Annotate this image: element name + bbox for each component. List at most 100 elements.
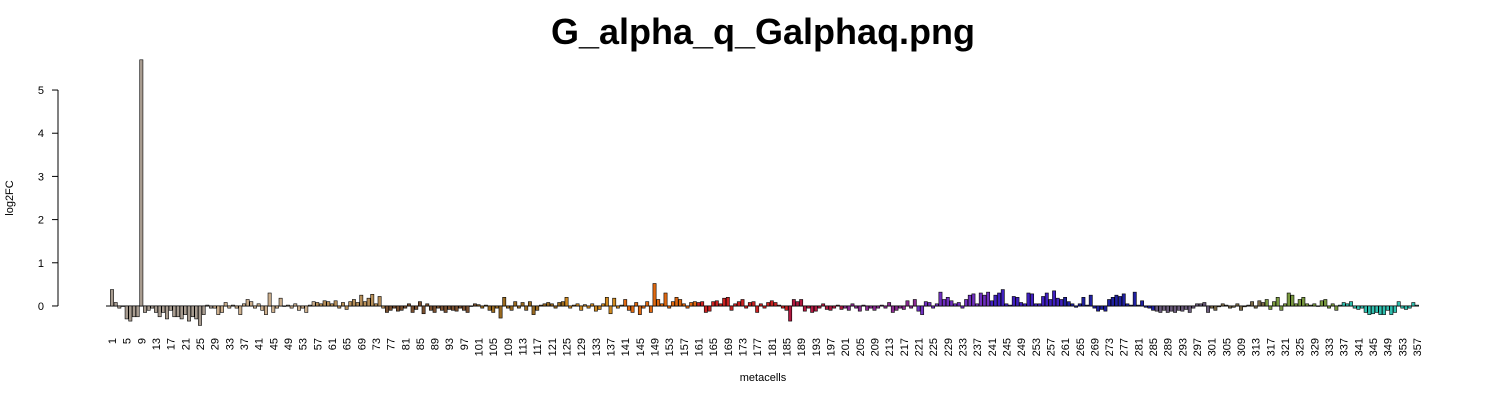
bar bbox=[769, 300, 774, 307]
x-tick-label: 293 bbox=[1177, 338, 1189, 356]
bar bbox=[909, 305, 914, 309]
bar bbox=[1239, 305, 1243, 311]
bar bbox=[1037, 303, 1042, 307]
x-tick-label: 289 bbox=[1163, 338, 1175, 356]
x-tick-label: 261 bbox=[1060, 338, 1072, 356]
bar bbox=[659, 303, 664, 307]
bar bbox=[901, 305, 906, 310]
x-tick-label: 101 bbox=[474, 338, 486, 356]
bar bbox=[330, 303, 334, 307]
bar bbox=[487, 305, 492, 311]
bar bbox=[337, 305, 342, 309]
bar bbox=[1015, 297, 1020, 307]
bar bbox=[678, 299, 683, 307]
bar bbox=[315, 302, 320, 307]
bar bbox=[656, 299, 661, 307]
x-tick-label: 85 bbox=[415, 338, 427, 350]
bar bbox=[128, 305, 133, 322]
bar bbox=[494, 305, 499, 309]
bar bbox=[505, 305, 510, 309]
x-tick-label: 245 bbox=[1001, 338, 1013, 356]
x-tick-label: 209 bbox=[869, 338, 881, 356]
bar bbox=[209, 305, 213, 309]
bar bbox=[890, 305, 895, 313]
bar bbox=[945, 297, 950, 307]
bar bbox=[766, 302, 771, 307]
x-tick-label: 129 bbox=[576, 338, 588, 356]
bar bbox=[121, 305, 125, 307]
x-tick-label: 269 bbox=[1089, 338, 1101, 356]
bar bbox=[993, 294, 998, 307]
bar bbox=[575, 303, 580, 307]
x-tick-label: 325 bbox=[1295, 338, 1307, 356]
bar bbox=[414, 305, 419, 310]
bar bbox=[154, 305, 158, 313]
bar bbox=[582, 304, 587, 307]
bar bbox=[1400, 305, 1405, 309]
bar bbox=[322, 300, 327, 307]
bar bbox=[1180, 305, 1185, 312]
bar bbox=[201, 305, 206, 315]
bar bbox=[135, 305, 140, 318]
x-tick-label: 137 bbox=[606, 338, 618, 356]
x-tick-label: 165 bbox=[708, 338, 720, 356]
bar bbox=[1048, 299, 1053, 307]
bar bbox=[1162, 305, 1166, 311]
bar bbox=[264, 305, 268, 315]
bar bbox=[623, 299, 628, 307]
bar bbox=[1396, 301, 1401, 307]
bar bbox=[513, 301, 518, 307]
x-tick-label: 17 bbox=[166, 338, 178, 350]
bar bbox=[685, 305, 690, 309]
x-tick-label: 69 bbox=[356, 338, 368, 350]
bar bbox=[663, 292, 668, 307]
bar bbox=[762, 305, 767, 309]
bar bbox=[615, 305, 620, 309]
bar bbox=[1176, 305, 1181, 311]
bar bbox=[876, 305, 881, 309]
bar bbox=[1085, 304, 1089, 307]
x-tick-label: 61 bbox=[327, 338, 339, 350]
bar bbox=[707, 305, 712, 312]
bar bbox=[1000, 289, 1005, 307]
bar bbox=[249, 301, 254, 307]
bar bbox=[1121, 293, 1126, 307]
bar bbox=[634, 302, 639, 307]
bar bbox=[1330, 303, 1335, 307]
bar bbox=[725, 297, 730, 307]
bar bbox=[689, 302, 694, 307]
x-tick-label: 185 bbox=[781, 338, 793, 356]
bar bbox=[454, 305, 459, 312]
x-tick-label: 285 bbox=[1148, 338, 1160, 356]
x-tick-label: 277 bbox=[1119, 338, 1131, 356]
x-tick-label: 141 bbox=[620, 338, 632, 356]
x-tick-label: 321 bbox=[1280, 338, 1292, 356]
bar bbox=[601, 303, 606, 307]
bar bbox=[938, 291, 943, 307]
x-tick-label: 29 bbox=[210, 338, 222, 350]
bar bbox=[535, 305, 540, 311]
bar bbox=[1206, 305, 1210, 313]
bar bbox=[1334, 305, 1339, 311]
bar bbox=[1074, 305, 1078, 308]
bar bbox=[1202, 302, 1207, 307]
x-tick-label: 237 bbox=[972, 338, 984, 356]
bar bbox=[1242, 305, 1247, 308]
bar bbox=[392, 305, 397, 309]
bar bbox=[1059, 299, 1064, 307]
bar bbox=[982, 294, 987, 307]
y-tick-label: 3 bbox=[38, 171, 44, 183]
bar bbox=[363, 301, 367, 307]
bar bbox=[172, 305, 177, 318]
bar bbox=[758, 303, 763, 307]
x-tick-label: 333 bbox=[1324, 338, 1336, 356]
bar bbox=[212, 305, 217, 309]
bar bbox=[956, 302, 961, 307]
bar bbox=[117, 305, 122, 309]
bar bbox=[989, 300, 994, 307]
bar bbox=[571, 304, 576, 307]
bar bbox=[465, 305, 470, 313]
bar bbox=[828, 305, 833, 311]
bar bbox=[942, 299, 947, 307]
bar bbox=[282, 305, 287, 307]
